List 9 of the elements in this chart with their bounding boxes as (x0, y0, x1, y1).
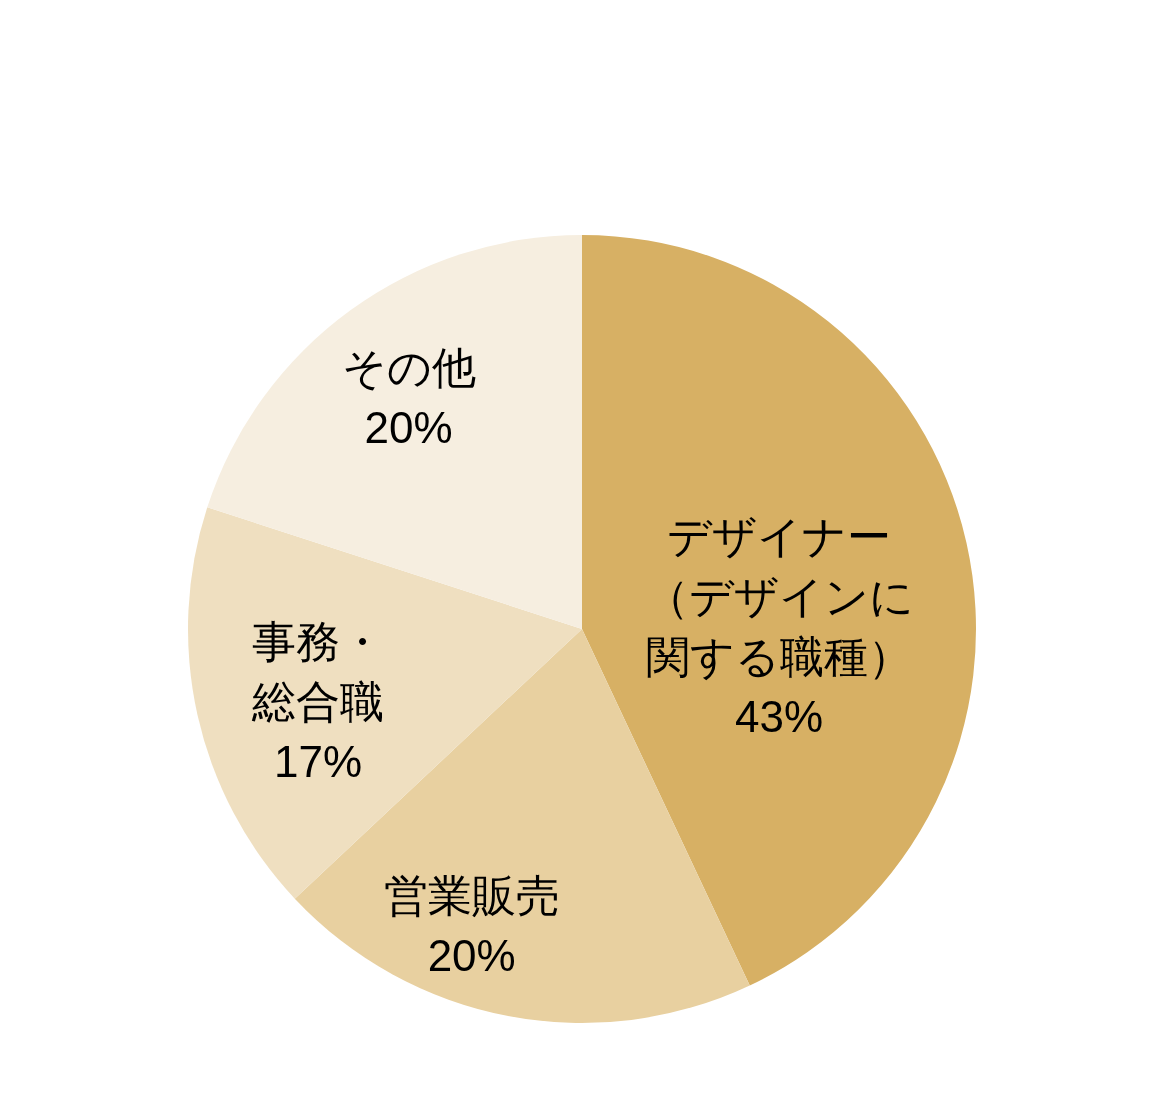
pie-slice (582, 235, 976, 986)
data-label: 43% (734, 692, 824, 741)
slice-label: 事務・総合職 (251, 616, 385, 726)
slice-label: 営業販売 (383, 871, 560, 921)
slice-label: その他 (341, 343, 476, 393)
data-label: 20% (364, 403, 453, 453)
data-label: 20% (427, 931, 516, 981)
data-label: 17% (273, 736, 363, 786)
slice-label: デザイナー（デザインに関する職種） (644, 512, 914, 681)
